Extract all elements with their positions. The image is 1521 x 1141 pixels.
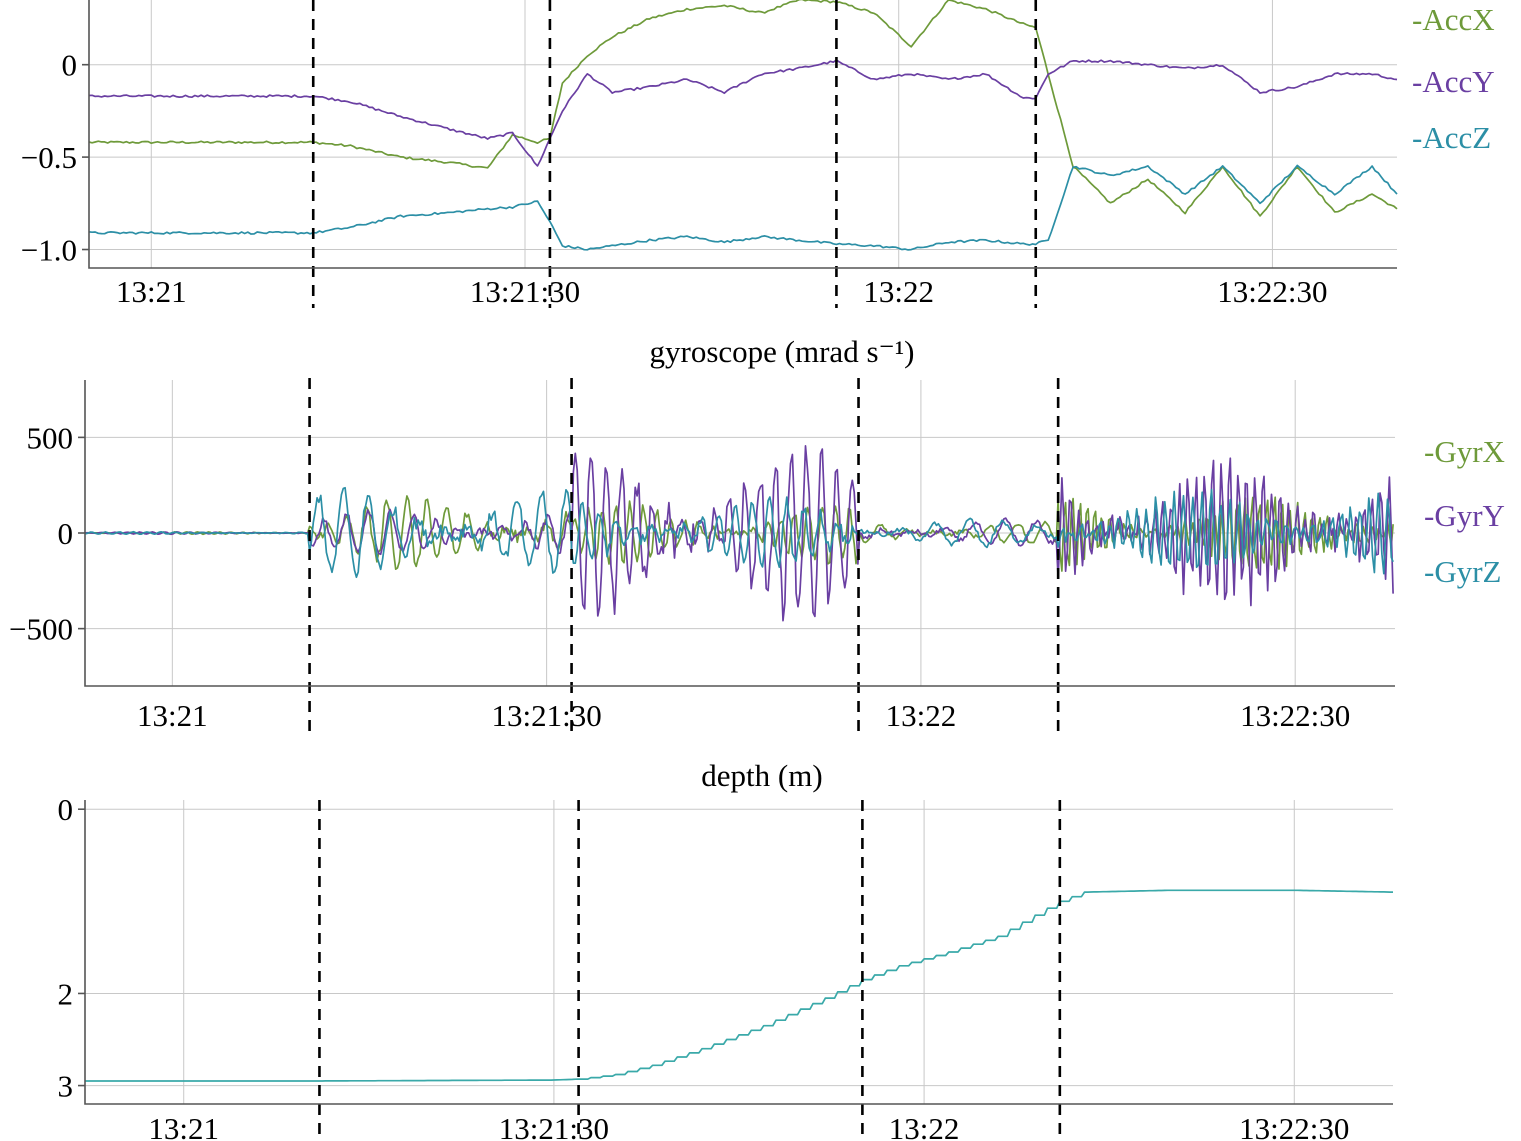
x-tick-label: 13:22:30 bbox=[1239, 1111, 1349, 1141]
gyroscope-title: gyroscope (mrad s⁻¹) bbox=[650, 334, 915, 369]
y-tick-label: 2 bbox=[58, 976, 74, 1011]
axis-frame bbox=[88, 0, 1397, 269]
legend-entry-gyrx: -GyrX bbox=[1424, 434, 1505, 469]
depth-title: depth (m) bbox=[701, 758, 822, 793]
x-tick-label: 13:21:30 bbox=[492, 698, 602, 733]
accelerometer-event-markers bbox=[311, 0, 1038, 308]
x-tick-label: 13:22 bbox=[889, 1111, 960, 1141]
legend-entry-gyry: -GyrY bbox=[1424, 498, 1505, 533]
depth-grid bbox=[85, 800, 1393, 1104]
x-tick-label: 13:21 bbox=[148, 1111, 219, 1141]
legend-entry-accz: -AccZ bbox=[1412, 120, 1491, 155]
series-line-accz bbox=[88, 164, 1398, 251]
depth-y-tick-labels: 0 2 3 bbox=[58, 792, 74, 1103]
y-tick-label: 0 bbox=[58, 792, 74, 827]
legend-entry-gyrz: -GyrZ bbox=[1424, 554, 1501, 589]
legend-entry-accy: -AccY bbox=[1412, 64, 1495, 99]
series-line-gyrz bbox=[84, 486, 1394, 579]
x-tick-label: 13:21:30 bbox=[470, 274, 580, 309]
gyroscope-x-tick-labels: 13:21 13:21:30 13:22 13:22:30 bbox=[137, 698, 1350, 733]
axis-frame bbox=[84, 800, 1393, 1105]
accelerometer-series bbox=[88, 0, 1398, 251]
depth-series bbox=[85, 889, 1393, 1082]
depth-axes bbox=[78, 800, 1393, 1105]
legend-entry-accx: -AccX bbox=[1412, 2, 1495, 37]
series-line-depth bbox=[85, 889, 1393, 1082]
depth-x-tick-labels: 13:21 13:21:30 13:22 13:22:30 bbox=[148, 1111, 1349, 1141]
x-tick-label: 13:21 bbox=[116, 274, 187, 309]
x-tick-label: 13:21 bbox=[137, 698, 208, 733]
gyroscope-axes bbox=[78, 380, 1395, 687]
y-tick-label: 500 bbox=[27, 420, 74, 455]
x-tick-label: 13:22 bbox=[886, 698, 957, 733]
gyroscope-series bbox=[84, 445, 1394, 622]
y-tick-label: −0.5 bbox=[21, 140, 77, 175]
depth-panel: depth (m) 0 2 3 13:21 13:21:30 13:22 13:22:30 bbox=[58, 758, 1393, 1141]
accelerometer-legend: -AccX -AccY -AccZ bbox=[1412, 2, 1495, 155]
accelerometer-axes bbox=[82, 0, 1397, 269]
x-tick-label: 13:21:30 bbox=[499, 1111, 609, 1141]
accelerometer-y-tick-labels: 0 −0.5 −1.0 bbox=[21, 48, 77, 268]
y-tick-label: −1.0 bbox=[21, 233, 77, 268]
y-tick-label: 0 bbox=[58, 516, 74, 551]
x-tick-label: 13:22 bbox=[863, 274, 934, 309]
y-tick-label: 3 bbox=[58, 1069, 74, 1104]
x-tick-label: 13:22:30 bbox=[1240, 698, 1350, 733]
series-line-accx bbox=[88, 0, 1398, 217]
accelerometer-panel: 0 −0.5 −1.0 13:21 13:21:30 13:22 13:22:30 -Ac… bbox=[21, 0, 1495, 309]
y-tick-label: −500 bbox=[9, 612, 73, 647]
y-tick-label: 0 bbox=[62, 48, 78, 83]
depth-event-markers bbox=[318, 800, 1062, 1141]
gyroscope-legend: -GyrX -GyrY -GyrZ bbox=[1424, 434, 1505, 589]
gyroscope-y-tick-labels: 500 0 −500 bbox=[9, 420, 73, 646]
gyroscope-event-markers bbox=[308, 378, 1060, 733]
axis-frame bbox=[84, 380, 1395, 687]
accelerometer-grid bbox=[89, 0, 1397, 268]
x-tick-label: 13:22:30 bbox=[1217, 274, 1327, 309]
accelerometer-x-tick-labels: 13:21 13:21:30 13:22 13:22:30 bbox=[116, 274, 1328, 309]
series-line-accy bbox=[88, 59, 1398, 167]
